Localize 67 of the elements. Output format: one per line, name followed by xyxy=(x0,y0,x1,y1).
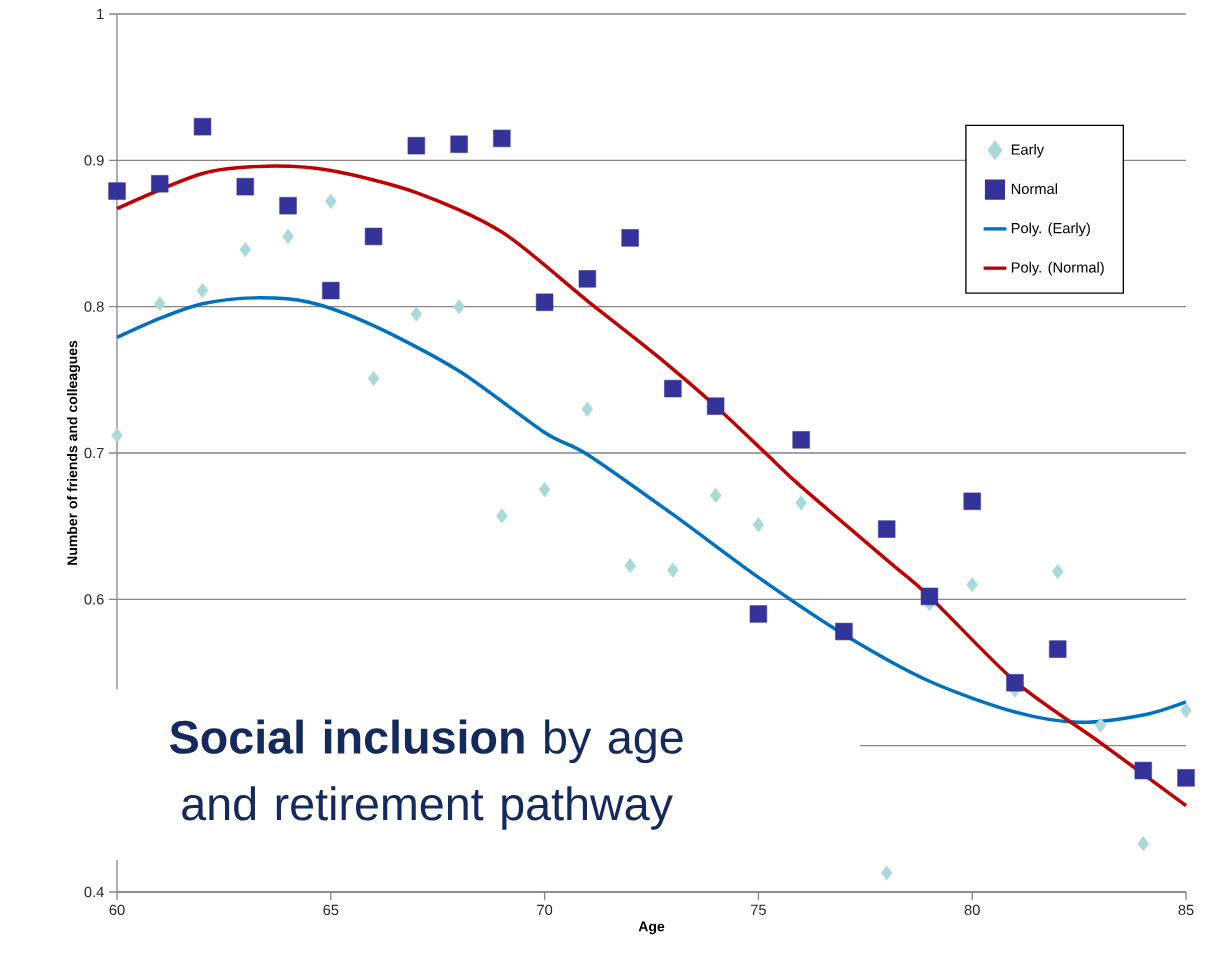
y-tick-label: 0.9 xyxy=(84,155,104,166)
point xyxy=(835,622,853,641)
point xyxy=(322,281,340,300)
legend-label: Poly. (Early) xyxy=(1011,222,1090,237)
point xyxy=(279,197,297,215)
y-axis-title: Number of friends and colleagues xyxy=(66,340,81,565)
point xyxy=(493,129,511,148)
point xyxy=(196,282,209,299)
point xyxy=(364,227,383,246)
y-tick-label: 0.6 xyxy=(84,594,104,605)
point xyxy=(108,182,126,200)
point xyxy=(1177,769,1195,787)
point xyxy=(880,865,893,881)
point xyxy=(1049,640,1067,658)
point xyxy=(1006,674,1024,692)
point xyxy=(667,562,679,578)
legend-label: Normal xyxy=(1011,183,1057,195)
x-tick-label: 80 xyxy=(964,904,980,916)
point xyxy=(664,379,682,398)
x-tick-label: 85 xyxy=(1178,904,1194,916)
point xyxy=(1094,717,1107,733)
x-tick-label: 70 xyxy=(537,904,553,916)
point xyxy=(963,492,981,510)
x-axis-title: Age xyxy=(638,921,665,935)
point xyxy=(151,175,169,193)
point xyxy=(193,118,212,136)
legend-label: Early xyxy=(1011,143,1045,158)
x-tick-label: 60 xyxy=(109,904,125,916)
point xyxy=(496,508,508,524)
point xyxy=(239,242,252,258)
point xyxy=(538,481,551,498)
y-tick-label: 0.4 xyxy=(84,886,104,898)
point xyxy=(236,178,254,196)
point xyxy=(410,306,423,322)
legend-label: Poly. (Normal) xyxy=(1011,261,1104,276)
point xyxy=(453,299,465,315)
text: Social inclusion by age and retirement pathway xyxy=(169,719,683,830)
point xyxy=(621,229,639,247)
point xyxy=(706,397,725,415)
point xyxy=(752,517,765,533)
point xyxy=(1180,702,1192,719)
point xyxy=(795,495,807,511)
point xyxy=(111,427,123,444)
y-tick-label: 1 xyxy=(97,8,104,20)
point xyxy=(749,605,768,623)
y-tick-label: 0.7 xyxy=(84,447,104,459)
point xyxy=(966,577,978,593)
point xyxy=(282,228,294,245)
x-tick-label: 65 xyxy=(323,904,339,916)
x-tick-label: 75 xyxy=(751,904,766,915)
point xyxy=(878,520,896,538)
point xyxy=(1137,836,1150,852)
point xyxy=(450,135,468,153)
point xyxy=(1134,761,1152,780)
point xyxy=(535,293,554,311)
point xyxy=(1051,563,1064,580)
point xyxy=(792,431,810,449)
point xyxy=(578,270,597,288)
point xyxy=(154,296,166,312)
point xyxy=(624,558,636,574)
y-tick-label: 0.8 xyxy=(84,301,104,312)
point xyxy=(325,193,337,209)
point xyxy=(407,137,425,155)
point xyxy=(581,401,594,417)
point xyxy=(709,487,722,504)
point xyxy=(920,587,939,606)
point xyxy=(367,370,380,386)
